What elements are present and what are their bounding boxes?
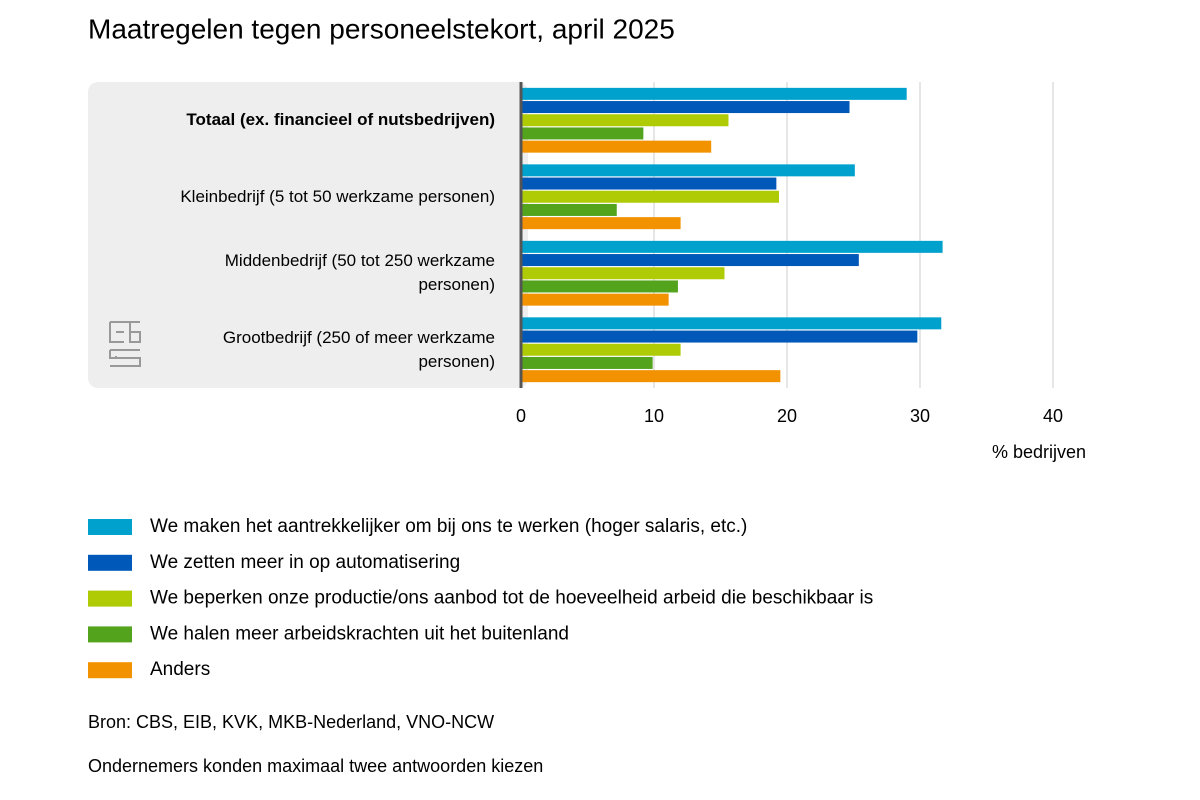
legend-swatch bbox=[88, 519, 132, 535]
bar bbox=[521, 87, 907, 100]
source: Bron: CBS, EIB, KVK, MKB-Nederland, VNO-… bbox=[88, 712, 494, 732]
x-tick-label: 20 bbox=[777, 406, 797, 426]
legend-swatch bbox=[88, 626, 132, 643]
bar bbox=[521, 254, 859, 267]
bar bbox=[521, 293, 669, 306]
legend-label: Anders bbox=[150, 659, 210, 680]
category-label: Totaal (ex. financieel of nutsbedrijven) bbox=[186, 110, 495, 129]
bar bbox=[521, 356, 653, 369]
bar bbox=[521, 164, 855, 177]
legend-swatch bbox=[88, 662, 132, 679]
bar bbox=[521, 280, 678, 293]
category-label: Middenbedrijf (50 tot 250 werkzame perso… bbox=[224, 251, 495, 294]
x-tick-label: 10 bbox=[644, 406, 664, 426]
x-tick-label: 40 bbox=[1043, 406, 1063, 426]
bar bbox=[521, 317, 942, 330]
bar bbox=[521, 203, 617, 216]
bar bbox=[521, 140, 712, 153]
x-tick-label: 30 bbox=[910, 406, 930, 426]
legend-label: We zetten meer in op automatisering bbox=[150, 552, 460, 573]
bar bbox=[521, 177, 777, 190]
bar bbox=[521, 127, 644, 140]
x-tick-label: 0 bbox=[516, 406, 526, 426]
x-axis-label: % bedrijven bbox=[992, 442, 1086, 462]
legend-swatch bbox=[88, 590, 132, 607]
bar bbox=[521, 101, 850, 114]
bar bbox=[521, 343, 681, 356]
category-panel bbox=[88, 82, 528, 388]
note: Ondernemers konden maximaal twee antwoor… bbox=[88, 756, 543, 776]
chart-title: Maatregelen tegen personeelstekort, apri… bbox=[88, 13, 675, 44]
legend-swatch bbox=[88, 554, 132, 571]
category-label: Kleinbedrijf (5 tot 50 werkzame personen… bbox=[180, 186, 495, 206]
bar bbox=[521, 330, 918, 343]
legend-label: We maken het aantrekkelijker om bij ons … bbox=[150, 516, 747, 537]
bar bbox=[521, 370, 781, 383]
legend-label: We beperken onze productie/ons aanbod to… bbox=[150, 588, 873, 609]
legend-label: We halen meer arbeidskrachten uit het bu… bbox=[150, 623, 569, 644]
logo bbox=[109, 321, 141, 367]
bar bbox=[521, 217, 681, 230]
bar bbox=[521, 114, 729, 127]
category-label: Grootbedrijf (250 of meer werkzame perso… bbox=[222, 327, 495, 371]
bar bbox=[521, 267, 725, 280]
bar bbox=[521, 240, 943, 253]
bar bbox=[521, 190, 780, 203]
